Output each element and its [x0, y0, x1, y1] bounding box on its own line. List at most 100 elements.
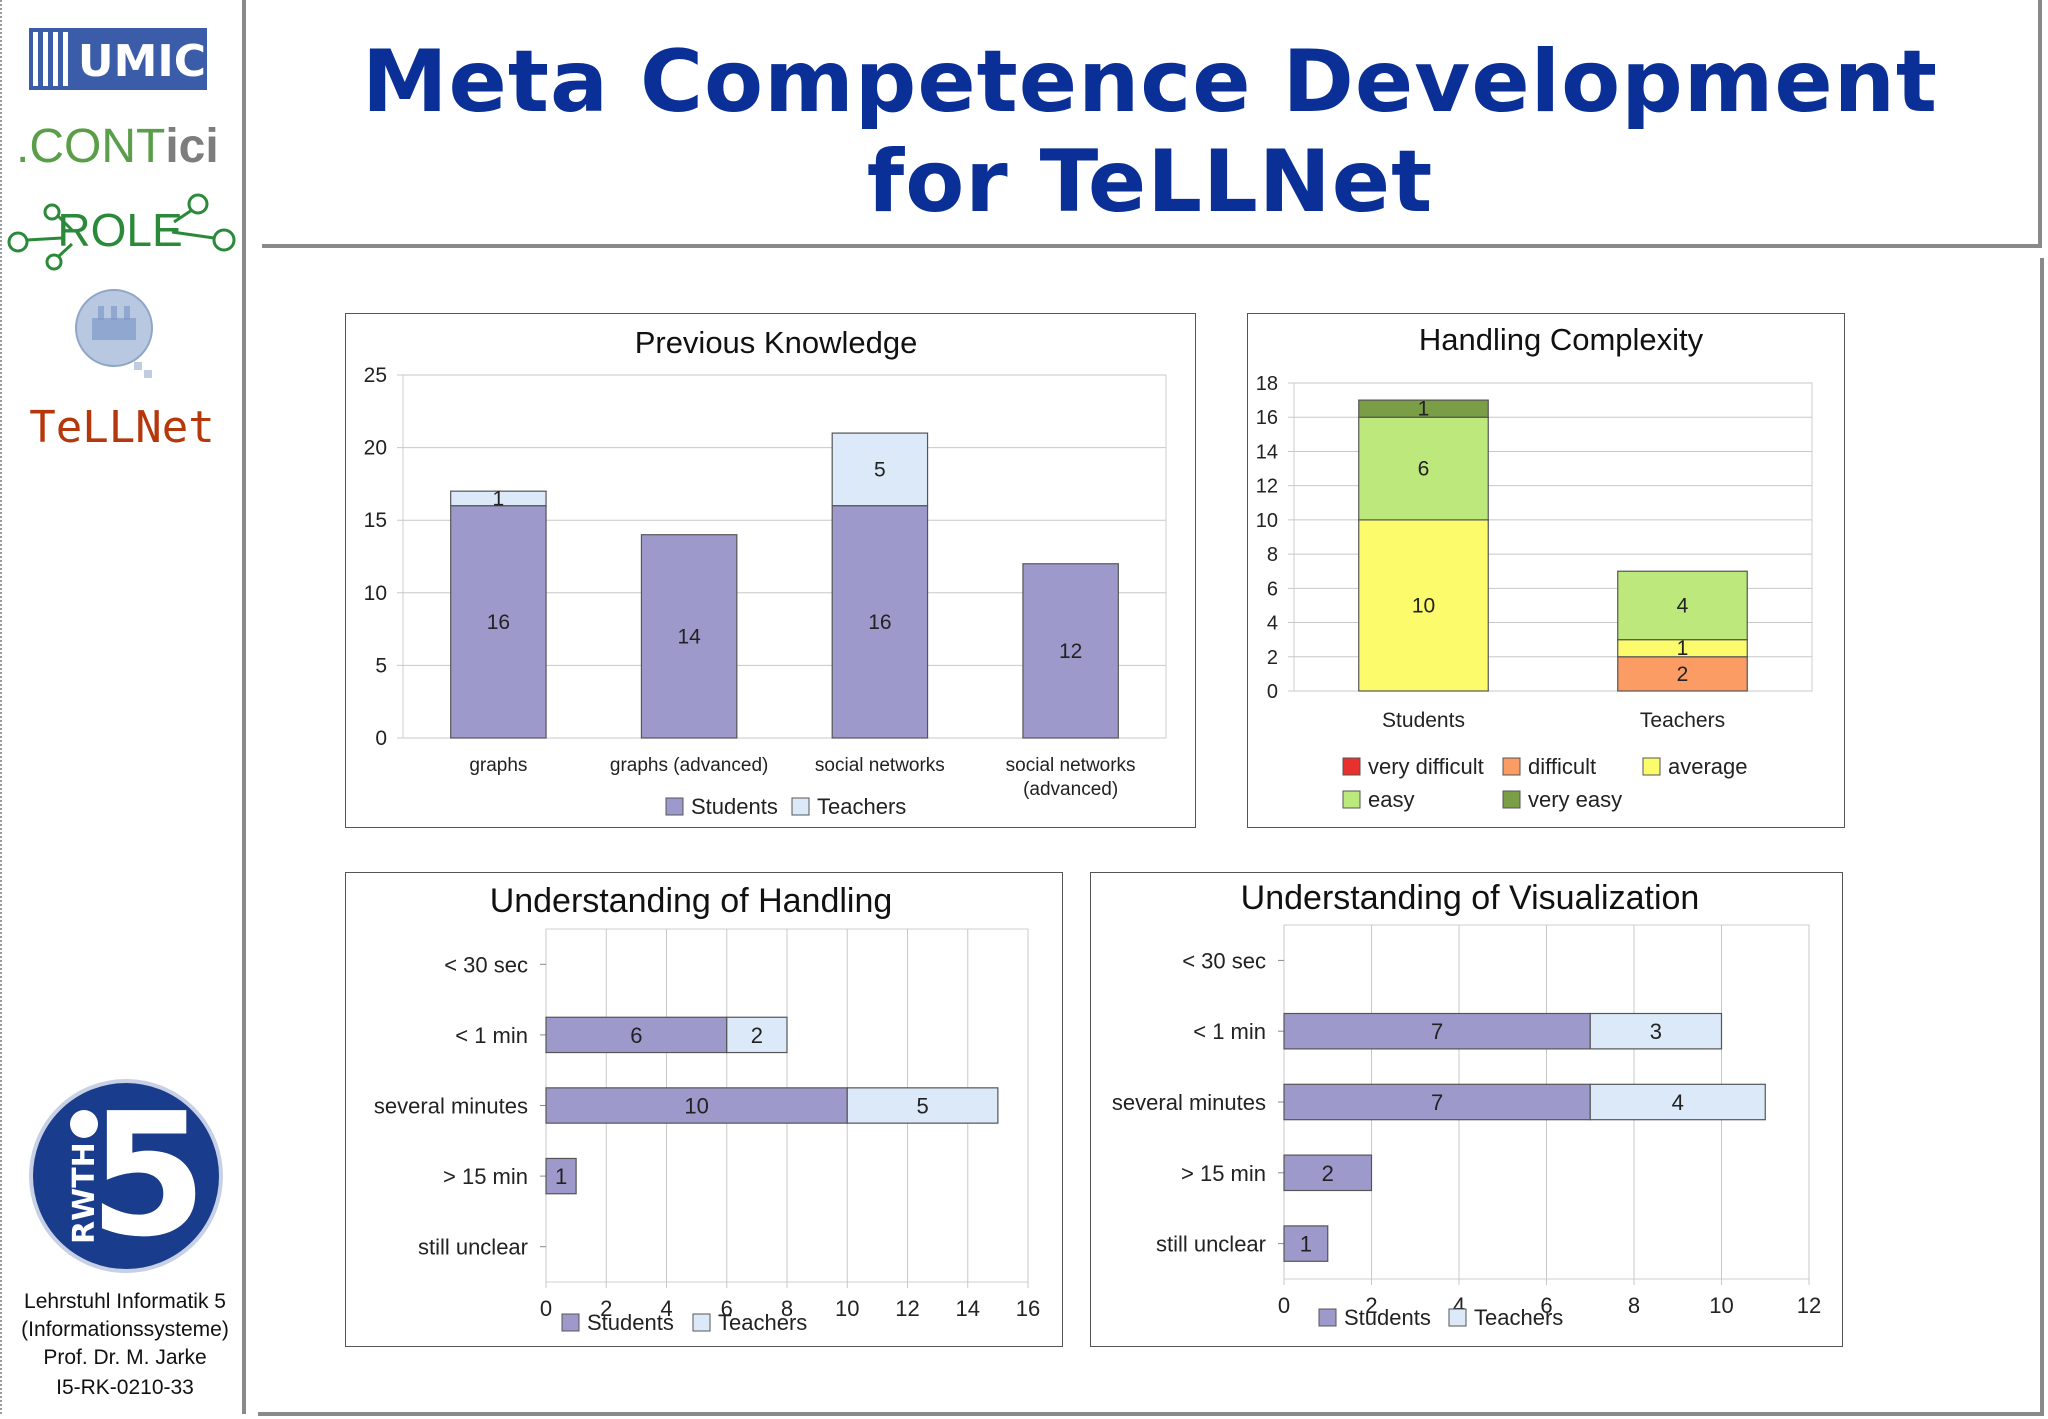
legend-label-very-difficult: very difficult: [1368, 754, 1484, 779]
y-tick-label: < 1 min: [1193, 1019, 1266, 1044]
chart-understanding-visualization: Understanding of Visualization 0 2 4 6 8 10 12 <…: [1090, 872, 1843, 1347]
bar-students-several-minutes: [545, 1087, 848, 1124]
x-tick-label: 14: [956, 1296, 980, 1321]
chart-handling-complexity-svg: Handling Complexity0246810121416181061St…: [1256, 322, 1813, 812]
data-label: 6: [630, 1023, 642, 1048]
svg-text:.CONTici: .CONTici: [16, 120, 219, 173]
y-tick-label: 18: [1256, 373, 1278, 395]
data-label: 4: [1672, 1090, 1684, 1115]
bar-teachers-1-min: [1589, 1012, 1723, 1050]
legend-label-easy: easy: [1368, 787, 1414, 812]
legend-swatch-very-easy: [1502, 790, 1521, 809]
x-tick-label: graphs: [469, 755, 527, 776]
legend-label-teachers: Teachers: [1474, 1305, 1563, 1330]
y-tick-label: 10: [364, 582, 387, 605]
bar-students-15-min: [545, 1157, 577, 1195]
y-tick-label: < 30 sec: [1182, 948, 1266, 973]
x-tick-label: 0: [1278, 1293, 1290, 1318]
legend-swatch-teachers: [692, 1313, 711, 1332]
data-label: 12: [1059, 640, 1082, 663]
conti-logo: .CONTici: [16, 120, 219, 173]
y-tick-label: 2: [1267, 647, 1278, 669]
slide-title-line-2: for TeLLNet: [866, 132, 1434, 232]
legend-swatch-students: [665, 797, 684, 816]
bar-teachers-several-minutes: [846, 1087, 999, 1124]
y-tick-label: several minutes: [374, 1094, 528, 1119]
x-tick-label: (advanced): [1023, 779, 1118, 800]
x-tick-label: social networks: [815, 755, 945, 776]
chart-title: Understanding of Handling: [490, 882, 893, 920]
x-tick-label: 16: [1016, 1296, 1040, 1321]
globe-icon: [75, 289, 153, 378]
legend-label-teachers: Teachers: [718, 1310, 807, 1335]
bar-students-graphs: [450, 505, 547, 739]
data-label: 1: [493, 487, 505, 510]
bar-teachers-social-networks: [831, 432, 929, 507]
chart-handling-complexity: Handling Complexity 0 2 4 6 8 10 12 14 16 18 10 6 1 St…: [1247, 313, 1845, 828]
data-label: 1: [1300, 1232, 1312, 1257]
x-tick-label: 2: [600, 1296, 612, 1321]
legend-swatch-teachers: [791, 797, 810, 816]
title-area: Meta Competence Development for TeLLNet: [262, 0, 2042, 248]
data-label: 16: [868, 611, 891, 634]
data-label: 16: [487, 611, 510, 634]
legend-swatch-difficult: [1502, 757, 1521, 776]
slide-title-line-1: Meta Competence Development: [361, 32, 1939, 132]
bar-students-1-min: [545, 1016, 728, 1054]
x-tick-label: social networks: [1006, 755, 1136, 776]
x-tick-label: 0: [540, 1296, 552, 1321]
role-logo: ROLE: [7, 193, 236, 271]
bar-students-1-min: [1283, 1012, 1591, 1050]
bar-difficult-teachers: [1617, 656, 1748, 692]
data-label: 10: [684, 1094, 708, 1119]
y-tick-label: 12: [1256, 476, 1278, 498]
footer-line-1: Lehrstuhl Informatik 5: [24, 1290, 226, 1313]
y-tick-label: < 30 sec: [444, 952, 528, 977]
x-tick-label: 6: [721, 1296, 733, 1321]
y-tick-label: 4: [1267, 613, 1278, 635]
x-tick-label: 2: [1365, 1293, 1377, 1318]
data-label: 1: [1418, 398, 1430, 421]
role-logo-text: ROLE: [57, 204, 182, 256]
data-label: 7: [1431, 1090, 1443, 1115]
y-tick-label: still unclear: [1156, 1232, 1266, 1257]
data-label: 2: [1322, 1161, 1334, 1186]
y-tick-label: 15: [364, 509, 387, 532]
chart-title: Previous Knowledge: [635, 325, 918, 360]
legend-swatch-students: [1318, 1308, 1337, 1327]
rwth-badge-text: RWTH: [67, 1142, 102, 1244]
y-tick-label: 14: [1256, 441, 1278, 463]
data-label: 6: [1418, 458, 1430, 481]
data-label: 3: [1650, 1019, 1662, 1044]
legend-swatch-very-difficult: [1342, 757, 1361, 776]
conti-logo-text: .CONT: [16, 120, 165, 173]
y-tick-label: > 15 min: [443, 1164, 528, 1189]
y-tick-label: 20: [364, 437, 387, 460]
sidebar-logos: UMIC .CONTici ROLE: [7, 28, 236, 1275]
legend-label-very-easy: very easy: [1528, 787, 1622, 812]
bar-teachers-graphs: [450, 490, 547, 507]
bar-students-15-min: [1283, 1154, 1373, 1192]
bar-teachers-several-minutes: [1589, 1083, 1766, 1121]
chart-previous-knowledge: Previous Knowledge 0 5 10 15 20 25 16 1 graphs 14 g…: [345, 313, 1196, 828]
y-tick-label: > 15 min: [1181, 1161, 1266, 1186]
legend-swatch-teachers: [1448, 1308, 1467, 1327]
y-tick-label: 0: [1267, 681, 1278, 703]
footer-line-4: I5-RK-0210-33: [56, 1376, 194, 1399]
data-label: 10: [1412, 594, 1435, 617]
chart-understanding-handling: Understanding of Handling 0 2 4 6 8 10 12 14 16 < …: [345, 872, 1063, 1347]
bar-students-social-networks-advanced: [1022, 563, 1119, 739]
y-tick-label: 5: [375, 654, 387, 677]
data-label: 7: [1431, 1019, 1443, 1044]
sidebar: UMIC .CONTici ROLE: [0, 0, 246, 1414]
x-tick-label: graphs (advanced): [610, 755, 768, 776]
content-frame: [258, 258, 2044, 1416]
legend-label-students: Students: [587, 1310, 674, 1335]
legend-label-students: Students: [691, 794, 778, 819]
y-tick-label: still unclear: [418, 1235, 528, 1260]
y-tick-label: 10: [1256, 510, 1278, 532]
rwth-badge-number: 5: [89, 1077, 207, 1275]
chart-previous-knowledge-svg: Previous Knowledge 0 5 10 15 20 25 16 1 graphs 14 g…: [364, 325, 1167, 819]
